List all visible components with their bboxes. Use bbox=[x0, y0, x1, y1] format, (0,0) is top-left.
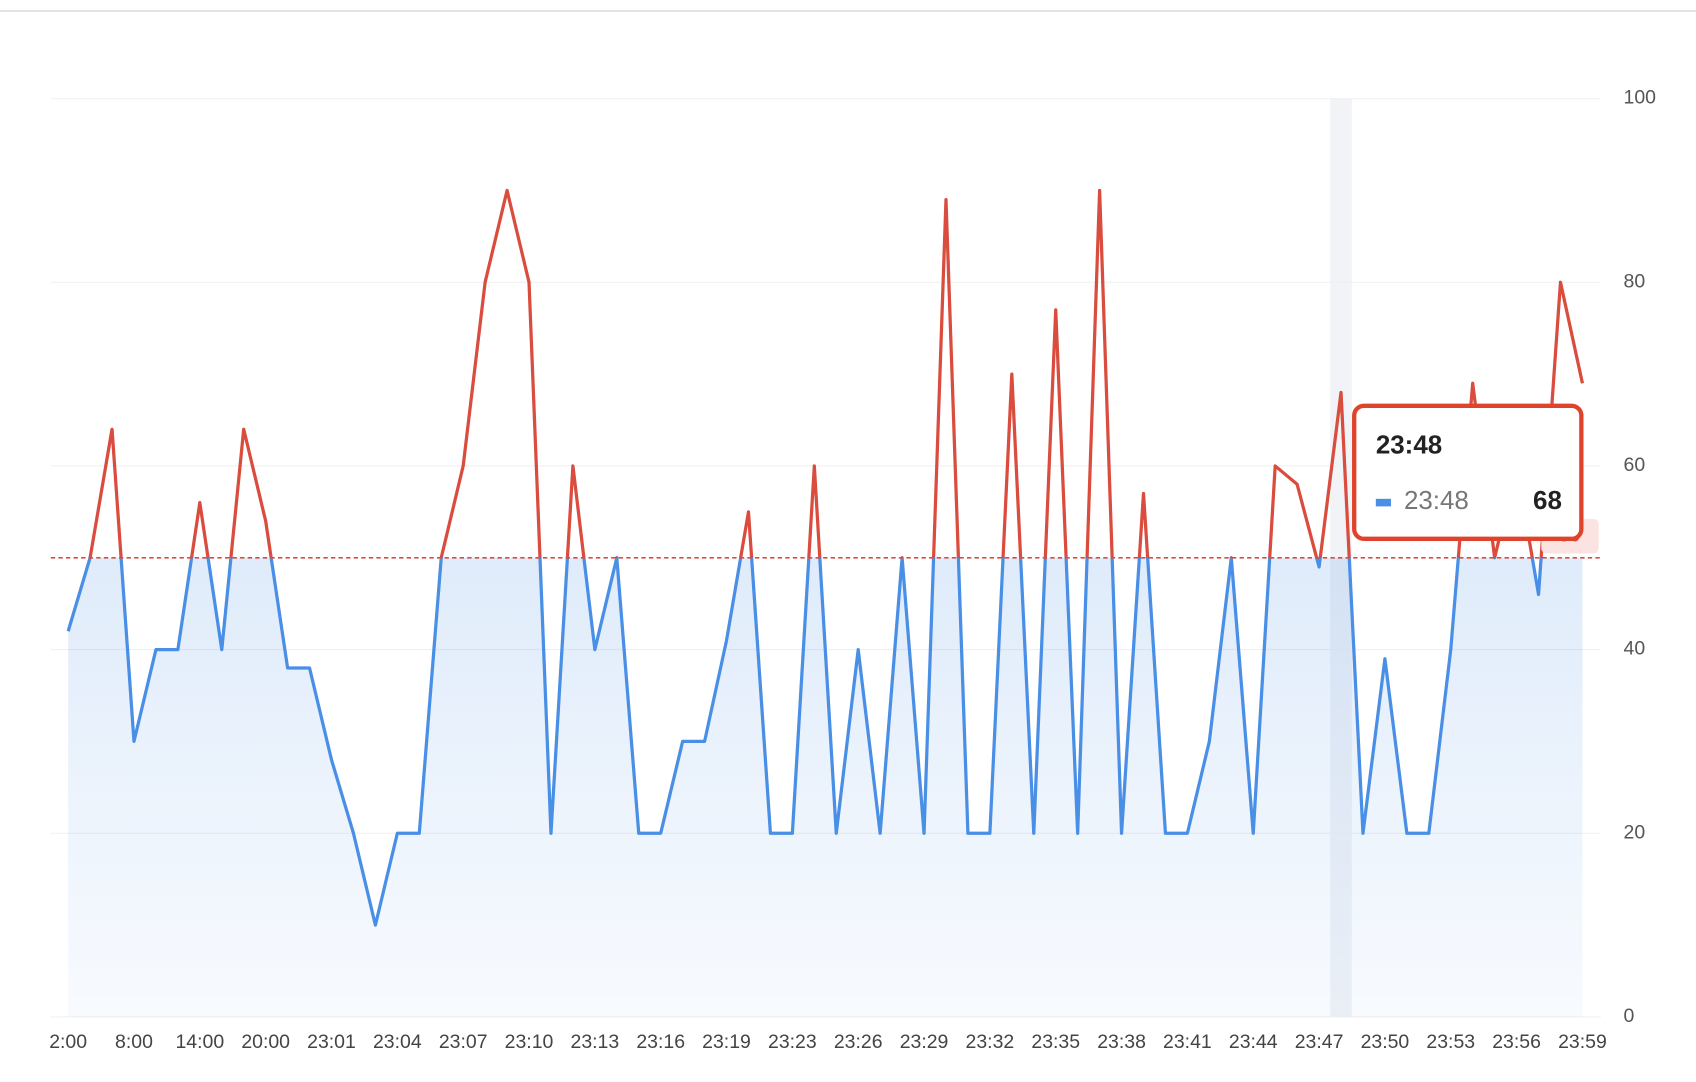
y-tick-label: 0 bbox=[1624, 1005, 1635, 1027]
tooltip-box bbox=[1352, 403, 1584, 541]
x-tick-label: 23:32 bbox=[966, 1031, 1015, 1053]
x-tick-label: 23:07 bbox=[439, 1031, 488, 1053]
area bbox=[68, 557, 1583, 1017]
x-tick-label: 23:23 bbox=[768, 1031, 817, 1053]
x-tick-label: 23:50 bbox=[1361, 1031, 1410, 1053]
x-tick-label: 23:47 bbox=[1295, 1031, 1344, 1053]
tooltip-value: 68 bbox=[1533, 487, 1562, 515]
x-tick-label: 23:16 bbox=[636, 1031, 685, 1053]
x-tick-label: 23:19 bbox=[702, 1031, 751, 1053]
x-tick-label: 23:35 bbox=[1031, 1031, 1080, 1053]
x-tick-label: 23:44 bbox=[1229, 1031, 1278, 1053]
x-tick-label: 23:41 bbox=[1163, 1031, 1212, 1053]
x-tick-label: 8:00 bbox=[115, 1031, 153, 1053]
x-tick-label: 23:10 bbox=[505, 1031, 554, 1053]
x-tick-label: 20:00 bbox=[241, 1031, 290, 1053]
x-tick-label: 2:00 bbox=[49, 1031, 87, 1053]
tooltip-label: 23:48 bbox=[1404, 487, 1469, 515]
tooltip: 23:48 23:48 68 bbox=[1352, 403, 1584, 541]
x-tick-label: 23:53 bbox=[1426, 1031, 1475, 1053]
x-tick-label: 23:56 bbox=[1492, 1031, 1541, 1053]
y-tick-label: 60 bbox=[1624, 454, 1646, 476]
y-tick-label: 100 bbox=[1624, 87, 1657, 109]
x-tick-label: 23:04 bbox=[373, 1031, 422, 1053]
x-tick-label: 23:26 bbox=[834, 1031, 883, 1053]
x-tick-label: 23:59 bbox=[1558, 1031, 1607, 1053]
y-tick-label: 40 bbox=[1624, 638, 1646, 660]
x-tick-label: 23:13 bbox=[571, 1031, 620, 1053]
tooltip-title: 23:48 bbox=[1376, 432, 1442, 460]
y-tick-label: 80 bbox=[1624, 270, 1646, 292]
y-tick-label: 20 bbox=[1624, 821, 1646, 843]
x-tick-label: 23:29 bbox=[900, 1031, 949, 1053]
line bbox=[66, 188, 1585, 927]
x-tick-label: 23:38 bbox=[1097, 1031, 1146, 1053]
tooltip-icon bbox=[1375, 498, 1391, 507]
x-tick-label: 14:00 bbox=[175, 1031, 224, 1053]
x-tick-label: 23:01 bbox=[307, 1031, 356, 1053]
